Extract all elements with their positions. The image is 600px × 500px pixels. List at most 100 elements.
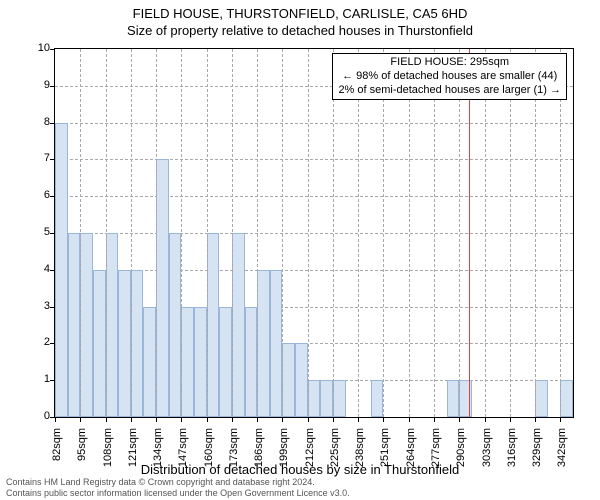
xtick-mark [459,417,460,422]
grid-line-h [55,123,573,124]
xtick-label: 225sqm [329,428,341,478]
grid-line-v [459,49,460,417]
xtick-mark [560,417,561,422]
grid-line-v [485,49,486,417]
ytick-label: 5 [10,226,50,238]
footer-attribution: Contains HM Land Registry data © Crown c… [6,477,350,498]
grid-line-v [80,49,81,417]
histogram-bar [55,123,68,417]
xtick-mark [535,417,536,422]
ytick-label: 3 [10,300,50,312]
xtick-label: 329sqm [531,428,543,478]
grid-line-v [232,49,233,417]
xtick-mark [181,417,182,422]
legend-box: FIELD HOUSE: 295sqm ← 98% of detached ho… [332,53,567,100]
histogram-bar [333,380,346,417]
histogram-bar [93,270,106,417]
grid-line-h [55,196,573,197]
histogram-bar [219,307,232,417]
histogram-bar [118,270,131,417]
xtick-mark [383,417,384,422]
legend-line-2: ← 98% of detached houses are smaller (44… [338,70,561,84]
histogram-bar [194,307,207,417]
histogram-bar [232,233,245,417]
xtick-mark [131,417,132,422]
xtick-label: 160sqm [203,428,215,478]
legend-line-1: FIELD HOUSE: 295sqm [338,56,561,70]
xtick-mark [282,417,283,422]
ytick-mark [50,49,55,50]
xtick-label: 173sqm [228,428,240,478]
footer-line-2: Contains public sector information licen… [6,488,350,498]
histogram-bar [320,380,333,417]
xtick-mark [409,417,410,422]
xtick-label: 277sqm [430,428,442,478]
grid-line-v [207,49,208,417]
ytick-label: 9 [10,79,50,91]
xtick-label: 342sqm [556,428,568,478]
xtick-mark [156,417,157,422]
xtick-mark [232,417,233,422]
footer-line-1: Contains HM Land Registry data © Crown c… [6,477,350,487]
legend-line-3: 2% of semi-detached houses are larger (1… [338,84,561,98]
xtick-mark [510,417,511,422]
grid-line-v [106,49,107,417]
grid-line-v [308,49,309,417]
histogram-bar [447,380,460,417]
grid-line-v [257,49,258,417]
grid-line-v [510,49,511,417]
ytick-mark [50,86,55,87]
xtick-label: 82sqm [51,428,63,478]
ytick-label: 8 [10,116,50,128]
xtick-mark [207,417,208,422]
histogram-bar [257,270,270,417]
histogram-bar [169,233,182,417]
grid-line-v [131,49,132,417]
grid-line-v [383,49,384,417]
ytick-label: 6 [10,189,50,201]
xtick-label: 121sqm [127,428,139,478]
grid-line-h [55,233,573,234]
xtick-label: 108sqm [102,428,114,478]
histogram-bar [207,233,220,417]
plot-area: FIELD HOUSE: 295sqm ← 98% of detached ho… [54,48,574,418]
histogram-bar [245,307,258,417]
histogram-bar [560,380,573,417]
grid-line-v [181,49,182,417]
xtick-label: 212sqm [304,428,316,478]
histogram-bar [282,343,295,417]
xtick-mark [106,417,107,422]
xtick-label: 147sqm [177,428,189,478]
grid-line-v [560,49,561,417]
grid-line-h [55,159,573,160]
xtick-label: 238sqm [354,428,366,478]
xtick-label: 264sqm [405,428,417,478]
xtick-mark [485,417,486,422]
histogram-bar [295,343,308,417]
xtick-mark [434,417,435,422]
histogram-bar [181,307,194,417]
histogram-bar [535,380,548,417]
xtick-mark [80,417,81,422]
property-marker-line [469,49,470,417]
xtick-label: 251sqm [379,428,391,478]
grid-line-v [434,49,435,417]
xtick-label: 199sqm [278,428,290,478]
xtick-label: 303sqm [481,428,493,478]
ytick-label: 7 [10,152,50,164]
chart-container: FIELD HOUSE, THURSTONFIELD, CARLISLE, CA… [0,0,600,500]
histogram-bar [131,270,144,417]
chart-subtitle: Size of property relative to detached ho… [0,21,600,42]
ytick-label: 2 [10,336,50,348]
ytick-label: 1 [10,373,50,385]
histogram-bar [156,159,169,417]
ytick-label: 4 [10,263,50,275]
grid-line-v [333,49,334,417]
ytick-label: 10 [10,42,50,54]
xtick-mark [308,417,309,422]
grid-line-v [282,49,283,417]
histogram-bar [459,380,472,417]
xtick-mark [55,417,56,422]
histogram-bar [270,270,283,417]
histogram-bar [371,380,384,417]
